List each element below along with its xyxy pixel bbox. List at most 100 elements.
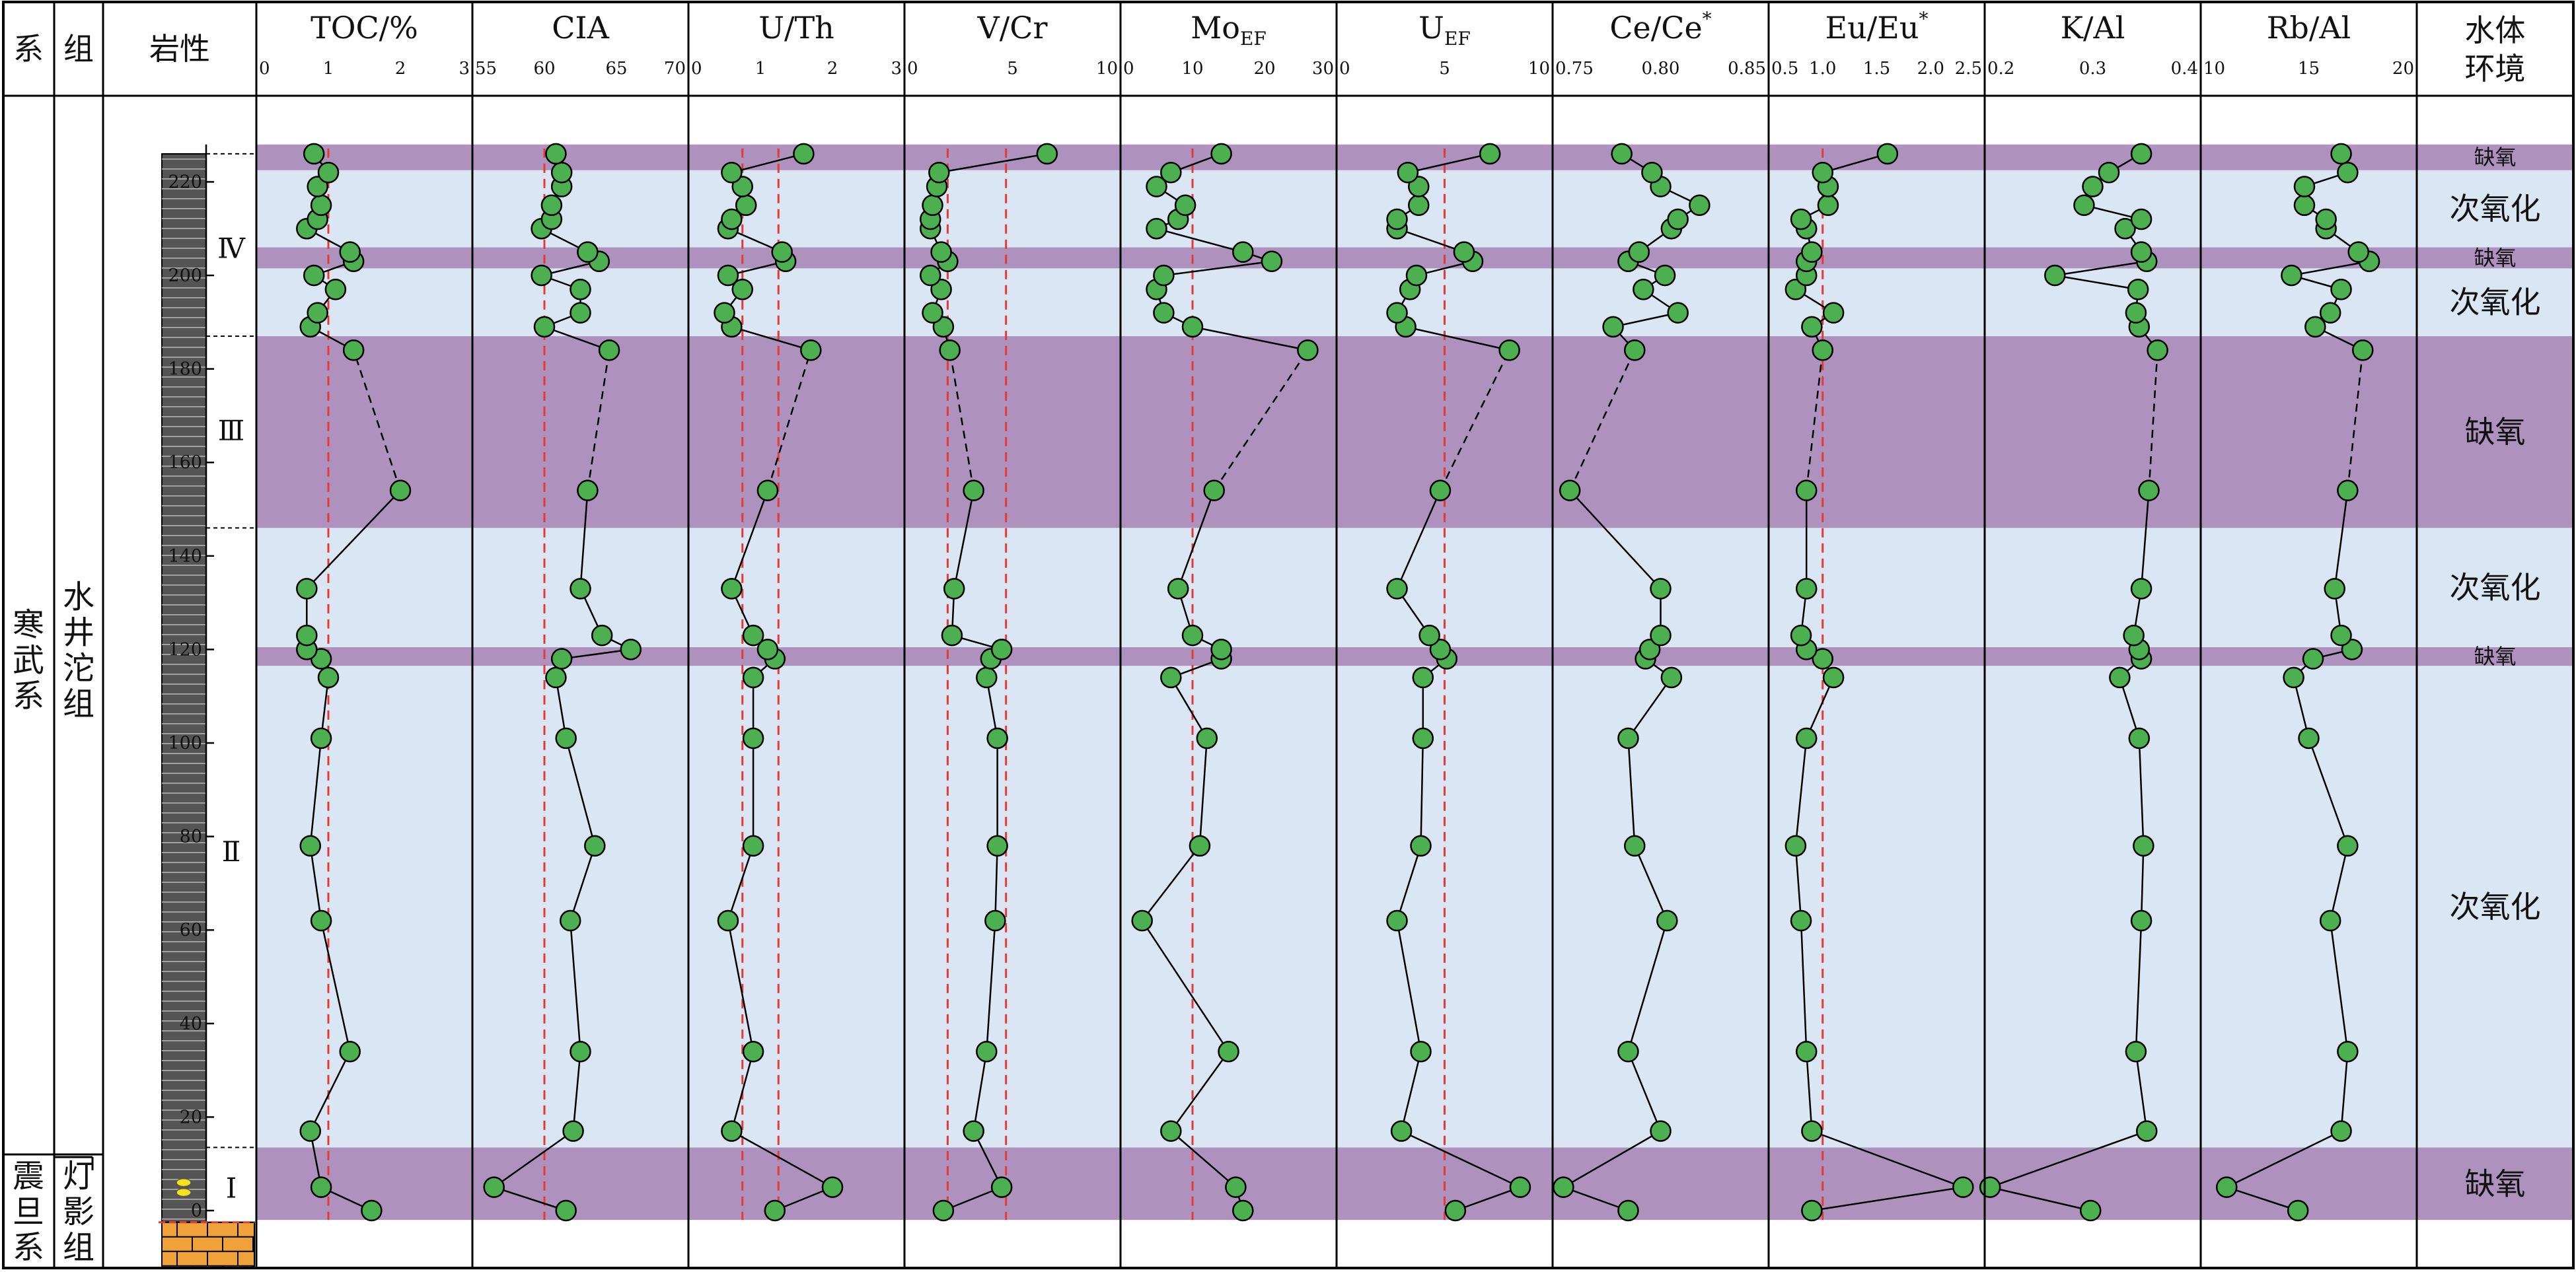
data-point-5-23 <box>1408 176 1430 197</box>
data-point-0-25 <box>303 143 325 165</box>
data-point-0-6 <box>310 727 332 750</box>
x-tick-label-0-2: 2 <box>395 59 406 79</box>
data-point-6-25 <box>1611 143 1633 165</box>
data-point-1-14 <box>533 316 556 338</box>
series-segment-4-11 <box>1177 490 1215 589</box>
data-point-7-4 <box>1790 909 1812 932</box>
data-point-6-24 <box>1641 161 1663 184</box>
nodule-marker <box>176 1178 192 1187</box>
series-segment-3-4 <box>994 845 998 921</box>
environment-label-8: 缺氧 <box>2474 145 2516 170</box>
series-segment-6-3 <box>1627 920 1668 1052</box>
data-point-7-2 <box>1801 1120 1823 1142</box>
data-point-8-20 <box>2114 217 2136 240</box>
data-point-9-22 <box>2293 194 2316 217</box>
data-point-2-10 <box>742 624 764 647</box>
panel-title-2: U/Th <box>758 10 834 46</box>
data-point-1-0 <box>555 1199 577 1222</box>
data-point-4-14 <box>1181 316 1204 338</box>
data-point-9-17 <box>2281 264 2302 287</box>
data-point-7-12 <box>1795 479 1818 501</box>
data-point-0-2 <box>299 1120 321 1142</box>
data-point-1-13 <box>598 339 620 361</box>
header-environment-line1: 水体 <box>2465 13 2526 48</box>
data-point-9-6 <box>2298 727 2320 750</box>
data-point-8-22 <box>2073 194 2095 217</box>
data-point-4-15 <box>1153 302 1175 324</box>
stage-label-0: Ⅰ <box>226 1172 237 1205</box>
data-point-3-19 <box>930 241 952 263</box>
data-point-6-13 <box>1624 339 1646 361</box>
series-segment-2-2 <box>731 1051 754 1131</box>
data-point-8-24 <box>2098 161 2120 184</box>
x-tick-label-0-1: 1 <box>323 59 334 79</box>
system-label-lower-char-0: 震 <box>13 1158 44 1195</box>
depth-tick-label-4: 80 <box>180 827 202 847</box>
series-segment-8-1 <box>1989 1130 2147 1188</box>
data-point-5-11 <box>1386 578 1408 600</box>
x-tick-label-1-0: 55 <box>475 59 497 79</box>
data-point-2-7 <box>742 666 764 689</box>
formation-label-upper-char-3: 组 <box>63 686 94 723</box>
data-point-3-9 <box>990 639 1013 660</box>
depth-tick-label-0: 0 <box>191 1201 202 1221</box>
series-segment-4-6 <box>1170 677 1208 739</box>
series-segment-8-12 <box>2148 350 2158 491</box>
data-point-9-2 <box>2330 1120 2352 1142</box>
data-point-6-22 <box>1689 194 1711 217</box>
data-point-0-1 <box>310 1176 332 1198</box>
data-point-4-10 <box>1181 624 1204 647</box>
system-label-upper-char-1: 武 <box>13 642 44 679</box>
panel-title-sub-5: EF <box>1444 28 1471 50</box>
mudstone-fill <box>161 153 207 1223</box>
data-point-4-19 <box>1232 241 1254 263</box>
data-point-4-4 <box>1131 909 1153 932</box>
series-segment-6-5 <box>1627 738 1636 846</box>
series-segment-2-13 <box>731 326 811 351</box>
series-segment-8-16 <box>2055 274 2139 291</box>
data-point-3-2 <box>963 1120 984 1142</box>
env-band-1 <box>256 666 2573 1148</box>
data-point-5-4 <box>1386 909 1408 932</box>
series-segment-5-24 <box>1407 153 1490 174</box>
series-segment-7-2 <box>1805 1051 1813 1131</box>
panel-title-main-5: U <box>1418 10 1444 46</box>
x-tick-label-6-0: 0.75 <box>1555 59 1594 79</box>
data-point-2-23 <box>731 176 753 197</box>
data-point-9-13 <box>2352 339 2374 361</box>
data-point-1-5 <box>584 835 606 857</box>
data-point-0-17 <box>303 264 325 287</box>
series-segment-5-0 <box>1455 1186 1521 1212</box>
header-system: 系 <box>13 31 44 67</box>
data-point-2-1 <box>821 1176 844 1198</box>
series-segment-3-24 <box>939 153 1048 174</box>
data-point-5-25 <box>1479 143 1501 165</box>
data-point-1-11 <box>570 578 591 600</box>
data-point-4-25 <box>1210 143 1232 165</box>
data-point-8-13 <box>2147 339 2168 361</box>
data-point-2-25 <box>793 143 815 165</box>
series-segment-4-3 <box>1141 920 1230 1052</box>
data-point-6-7 <box>1660 666 1683 689</box>
data-point-5-24 <box>1397 161 1419 184</box>
data-point-8-11 <box>2130 578 2153 600</box>
series-segment-5-3 <box>1396 920 1422 1052</box>
data-point-6-11 <box>1650 578 1672 600</box>
data-point-0-11 <box>296 578 318 600</box>
data-point-1-7 <box>545 666 567 689</box>
series-segment-9-5 <box>2308 738 2349 847</box>
data-point-2-21 <box>721 208 743 230</box>
series-segment-1-13 <box>544 326 610 351</box>
formation-label-upper-char-0: 水 <box>63 579 94 616</box>
data-point-6-6 <box>1617 727 1639 750</box>
data-point-2-0 <box>764 1199 786 1222</box>
data-point-7-13 <box>1812 339 1833 361</box>
data-point-4-13 <box>1297 339 1319 361</box>
panel-title-0: TOC/% <box>311 10 418 46</box>
data-point-2-3 <box>742 1041 764 1063</box>
series-segment-1-0 <box>494 1186 567 1212</box>
series-segment-9-3 <box>2329 920 2349 1052</box>
data-point-5-17 <box>1405 264 1428 287</box>
x-tick-label-9-1: 15 <box>2298 59 2320 79</box>
